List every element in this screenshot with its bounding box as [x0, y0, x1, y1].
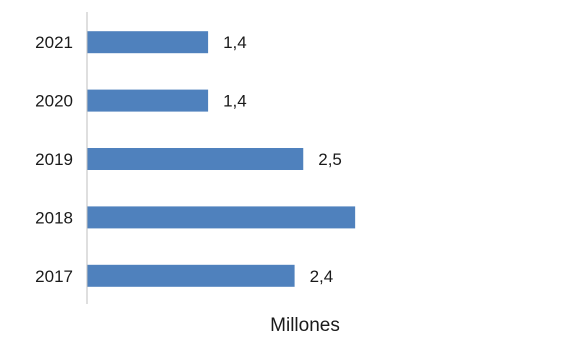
value-label-2021: 1,4 [223, 33, 247, 52]
category-label-2019: 2019 [35, 150, 73, 169]
bar-2021 [87, 31, 209, 54]
labels-layer: 2021 1,4 2020 1,4 2019 2,5 2018 2017 2,4 [35, 33, 342, 286]
bar-2020 [87, 89, 209, 112]
category-label-2018: 2018 [35, 208, 73, 227]
value-label-2020: 1,4 [223, 92, 247, 111]
x-axis-title: Millones [270, 315, 340, 336]
bar-2019 [87, 148, 304, 170]
value-label-2019: 2,5 [318, 150, 342, 169]
bar-2017 [87, 264, 295, 287]
category-label-2020: 2020 [35, 92, 73, 111]
value-label-2017: 2,4 [310, 267, 334, 286]
category-label-2017: 2017 [35, 267, 73, 286]
bar-2018 [87, 206, 356, 229]
category-label-2021: 2021 [35, 33, 73, 52]
bars-layer [87, 31, 356, 287]
